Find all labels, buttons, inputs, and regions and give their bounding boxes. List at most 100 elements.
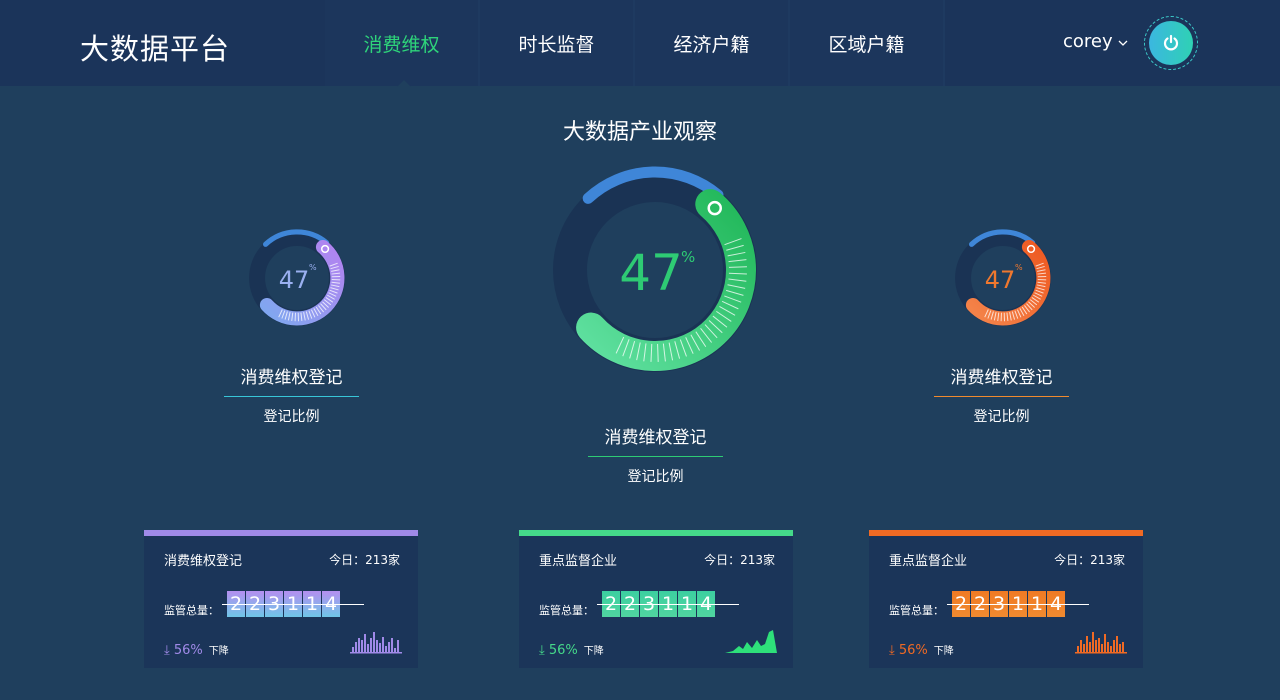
gauge-tick: [1019, 308, 1025, 317]
spark-bar: [1110, 646, 1112, 652]
gauge-tick: [305, 311, 310, 320]
gauge-tick: [300, 312, 303, 322]
spark-bar: [1095, 640, 1097, 652]
spark-bar: [367, 644, 369, 652]
gauge-tick: [727, 251, 746, 257]
spark-bar: [370, 638, 372, 652]
nav-item-regional-registry[interactable]: 区域户籍: [790, 0, 945, 86]
user-menu[interactable]: corey: [1063, 31, 1128, 52]
gauge-blue-arc: [969, 229, 1036, 247]
spark-bar: [379, 643, 381, 652]
gauge-tick: [728, 266, 747, 268]
gauge-tick: [1026, 303, 1033, 311]
gauge-tick: [622, 339, 630, 357]
gauge-unit: %: [681, 248, 695, 266]
gauge-tick: [719, 306, 736, 316]
nav-item-economic-registry[interactable]: 经济户籍: [635, 0, 790, 86]
spark-bar: [1101, 644, 1103, 652]
gauge-tick: [662, 343, 666, 362]
gauge-tick: [1031, 297, 1040, 303]
gauge-tick: [704, 324, 718, 339]
card-today: 今日：213家: [329, 553, 400, 567]
spark-bar: [382, 637, 384, 652]
gauge-tick: [1014, 310, 1019, 319]
gauge-tick: [728, 278, 747, 282]
gauge-tick: [650, 343, 653, 362]
gauge-tick: [308, 310, 313, 319]
gauge-tick: [291, 312, 294, 321]
gauge-tick: [331, 281, 340, 284]
gauge-tick: [1036, 287, 1045, 291]
gauge-tick: [716, 310, 732, 322]
arrow-down-icon: ⤓: [889, 643, 895, 658]
gauge-knob: [320, 244, 330, 254]
card-title: 消费维权登记: [164, 554, 243, 569]
card-today: 今日：213家: [704, 553, 775, 567]
gauge-tick: [330, 284, 340, 288]
gauge-tick: [727, 284, 746, 289]
gauge-tick: [281, 310, 286, 319]
sparkline: [350, 632, 402, 654]
gauge-tick: [287, 311, 291, 321]
gauge-left-label: 消费维权登记: [224, 363, 359, 397]
nav-item-duration-supervision[interactable]: 时长监督: [480, 0, 635, 86]
gauge-tick: [728, 272, 747, 275]
gauge-tick: [331, 269, 340, 272]
gauge-tick: [724, 238, 742, 246]
gauge-tick: [303, 312, 306, 321]
gauge-tick: [726, 244, 744, 251]
gauge-tick: [1035, 262, 1044, 267]
gauge-tick: [708, 320, 723, 334]
spark-bar: [1086, 636, 1088, 652]
sparkline: [725, 630, 777, 653]
spark-bar: [376, 640, 378, 652]
gauge-tick: [1011, 311, 1016, 320]
gauge-knob: [707, 200, 722, 216]
arrow-down-icon: ⤓: [164, 643, 170, 658]
gauge-tick: [1033, 294, 1041, 300]
spark-baseline: [350, 652, 402, 654]
gauge-value-arc: [576, 189, 756, 371]
gauge-tick: [1024, 305, 1031, 313]
arrow-down-icon: ⤓: [539, 643, 545, 658]
gauge-tick: [690, 334, 701, 351]
card-total-label: 监管总量：: [539, 604, 594, 617]
gauge-tick: [1037, 269, 1046, 272]
trend-label: 下降: [933, 646, 954, 657]
gauge-tick: [724, 295, 742, 303]
spark-bar: [1113, 640, 1115, 652]
digit-line: [947, 604, 1089, 605]
gauge-tick: [997, 312, 1000, 321]
gauge-blue-arc: [582, 166, 724, 204]
gauge-tick: [712, 315, 728, 328]
gauge-tick: [1034, 292, 1043, 297]
gauge-tick: [328, 292, 337, 297]
gauge-tick: [330, 265, 339, 270]
gauge-tick: [1021, 306, 1028, 315]
spark-bar: [364, 634, 366, 652]
gauge-tick: [1028, 301, 1035, 308]
sparkline: [1075, 632, 1127, 654]
gauge-value: 47: [985, 266, 1016, 294]
trend-label: 下降: [208, 646, 229, 657]
spark-bar: [352, 647, 354, 652]
main-nav: 消费维权 时长监督 经济户籍 区域户籍: [325, 0, 945, 87]
gauge-tick: [330, 287, 339, 291]
gauge-center: 47%: [553, 166, 757, 372]
page-title: 大数据产业观察: [562, 120, 717, 145]
gauge-tick: [728, 259, 747, 263]
trend-value: 56%: [173, 643, 203, 658]
spark-bar: [1119, 644, 1121, 652]
gauge-right-sub: 登记比例: [973, 409, 1030, 425]
spark-bar: [355, 642, 357, 652]
nav-item-consumer-rights[interactable]: 消费维权: [325, 0, 480, 87]
spark-bar: [1077, 646, 1079, 652]
power-button[interactable]: [1144, 16, 1198, 70]
gauge-tick: [993, 311, 997, 321]
gauge-tick: [318, 305, 325, 313]
gauge-tick: [327, 294, 335, 300]
spark-bar: [1107, 642, 1109, 652]
gauge-tick: [674, 341, 681, 359]
gauge-tick: [1009, 312, 1012, 321]
gauge-tick: [679, 339, 687, 357]
